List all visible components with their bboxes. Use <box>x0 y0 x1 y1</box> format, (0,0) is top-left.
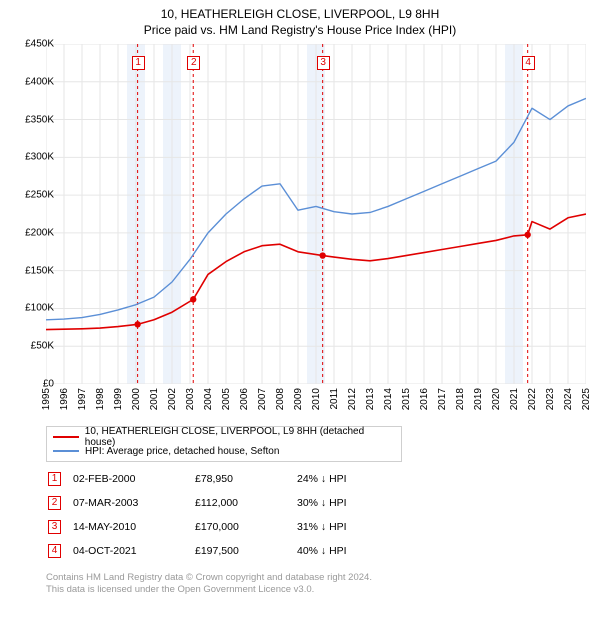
event-price: £78,950 <box>195 468 295 490</box>
title-line-2: Price paid vs. HM Land Registry's House … <box>0 22 600 38</box>
event-date: 04-OCT-2021 <box>73 540 193 562</box>
x-axis-label: 2001 <box>149 388 160 410</box>
legend-item: 10, HEATHERLEIGH CLOSE, LIVERPOOL, L9 8H… <box>53 430 395 444</box>
x-axis-label: 2016 <box>419 388 430 410</box>
legend-label: HPI: Average price, detached house, Seft… <box>85 446 279 457</box>
event-date: 14-MAY-2010 <box>73 516 193 538</box>
x-axis-label: 2022 <box>527 388 538 410</box>
event-price: £197,500 <box>195 540 295 562</box>
legend-swatch <box>53 450 79 452</box>
event-price: £170,000 <box>195 516 295 538</box>
y-axis-label: £100K <box>10 303 54 314</box>
event-delta: 24% ↓ HPI <box>297 468 357 490</box>
event-number: 1 <box>48 472 61 486</box>
y-axis-label: £250K <box>10 190 54 201</box>
x-axis-label: 2007 <box>257 388 268 410</box>
y-axis-label: £400K <box>10 76 54 87</box>
x-axis-label: 2019 <box>473 388 484 410</box>
x-axis-label: 1999 <box>113 388 124 410</box>
event-date: 02-FEB-2000 <box>73 468 193 490</box>
chart-title-block: 10, HEATHERLEIGH CLOSE, LIVERPOOL, L9 8H… <box>0 0 600 38</box>
x-axis-label: 1998 <box>95 388 106 410</box>
x-axis-label: 2008 <box>275 388 286 410</box>
events-table: 1 02-FEB-2000£78,95024% ↓ HPI 2 07-MAR-2003… <box>46 466 359 564</box>
event-marker: 3 <box>317 56 330 70</box>
x-axis-label: 2011 <box>329 388 340 410</box>
y-axis-label: £150K <box>10 265 54 276</box>
x-axis-label: 2003 <box>185 388 196 410</box>
event-marker: 1 <box>132 56 145 70</box>
event-number: 3 <box>48 520 61 534</box>
x-axis-label: 2024 <box>563 388 574 410</box>
x-axis-label: 2009 <box>293 388 304 410</box>
event-number: 4 <box>48 544 61 558</box>
event-row: 1 02-FEB-2000£78,95024% ↓ HPI <box>48 468 357 490</box>
x-axis-label: 2021 <box>509 388 520 410</box>
event-marker: 4 <box>522 56 535 70</box>
x-axis-label: 2010 <box>311 388 322 410</box>
x-axis-label: 2014 <box>383 388 394 410</box>
y-axis-label: £300K <box>10 152 54 163</box>
event-delta: 31% ↓ HPI <box>297 516 357 538</box>
chart-area <box>46 44 586 384</box>
event-row: 3 14-MAY-2010£170,00031% ↓ HPI <box>48 516 357 538</box>
x-axis-label: 2005 <box>221 388 232 410</box>
x-axis-label: 2000 <box>131 388 142 410</box>
x-axis-label: 2020 <box>491 388 502 410</box>
x-axis-label: 2013 <box>365 388 376 410</box>
title-line-1: 10, HEATHERLEIGH CLOSE, LIVERPOOL, L9 8H… <box>0 6 600 22</box>
x-axis-label: 2012 <box>347 388 358 410</box>
event-date: 07-MAR-2003 <box>73 492 193 514</box>
y-axis-label: £50K <box>10 341 54 352</box>
x-axis-label: 2015 <box>401 388 412 410</box>
x-axis-label: 2017 <box>437 388 448 410</box>
x-axis-label: 2002 <box>167 388 178 410</box>
y-axis-label: £450K <box>10 39 54 50</box>
x-axis-label: 2004 <box>203 388 214 410</box>
line-chart <box>46 44 586 384</box>
event-row: 4 04-OCT-2021£197,50040% ↓ HPI <box>48 540 357 562</box>
x-axis-label: 1995 <box>41 388 52 410</box>
y-axis-label: £200K <box>10 227 54 238</box>
event-delta: 30% ↓ HPI <box>297 492 357 514</box>
event-delta: 40% ↓ HPI <box>297 540 357 562</box>
legend-swatch <box>53 436 79 438</box>
legend: 10, HEATHERLEIGH CLOSE, LIVERPOOL, L9 8H… <box>46 426 402 462</box>
x-axis-label: 2023 <box>545 388 556 410</box>
event-number: 2 <box>48 496 61 510</box>
x-axis-label: 1997 <box>77 388 88 410</box>
event-row: 2 07-MAR-2003£112,00030% ↓ HPI <box>48 492 357 514</box>
y-axis-label: £350K <box>10 114 54 125</box>
x-axis-label: 2025 <box>581 388 592 410</box>
event-price: £112,000 <box>195 492 295 514</box>
footer: Contains HM Land Registry data © Crown c… <box>46 572 372 597</box>
x-axis-label: 2006 <box>239 388 250 410</box>
footer-line-1: Contains HM Land Registry data © Crown c… <box>46 572 372 584</box>
event-marker: 2 <box>187 56 200 70</box>
footer-line-2: This data is licensed under the Open Gov… <box>46 584 372 596</box>
x-axis-label: 1996 <box>59 388 70 410</box>
x-axis-label: 2018 <box>455 388 466 410</box>
